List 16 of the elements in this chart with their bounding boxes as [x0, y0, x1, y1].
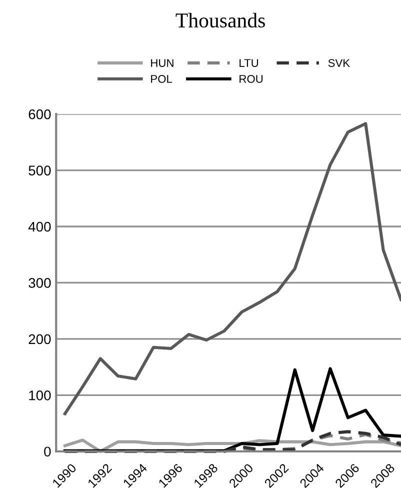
- y-tick-label: 400: [28, 222, 51, 232]
- legend-label: SVK: [328, 59, 350, 67]
- legend-label: HUN: [151, 59, 174, 67]
- y-tick-label: 500: [28, 166, 51, 176]
- legend-label: ROU: [240, 74, 263, 83]
- chart-title: Thousands: [176, 12, 265, 28]
- y-tick-label: 200: [28, 334, 51, 344]
- legend-label: LTU: [240, 59, 258, 67]
- y-tick-label: 300: [28, 278, 51, 288]
- legend-label: POL: [151, 74, 172, 83]
- line-series: [63, 122, 401, 416]
- y-tick-label: 100: [29, 390, 51, 400]
- y-tick-label: 0: [44, 446, 51, 457]
- line-series: [63, 367, 401, 452]
- y-tick-label: 600: [28, 109, 51, 120]
- line-series: [63, 438, 401, 453]
